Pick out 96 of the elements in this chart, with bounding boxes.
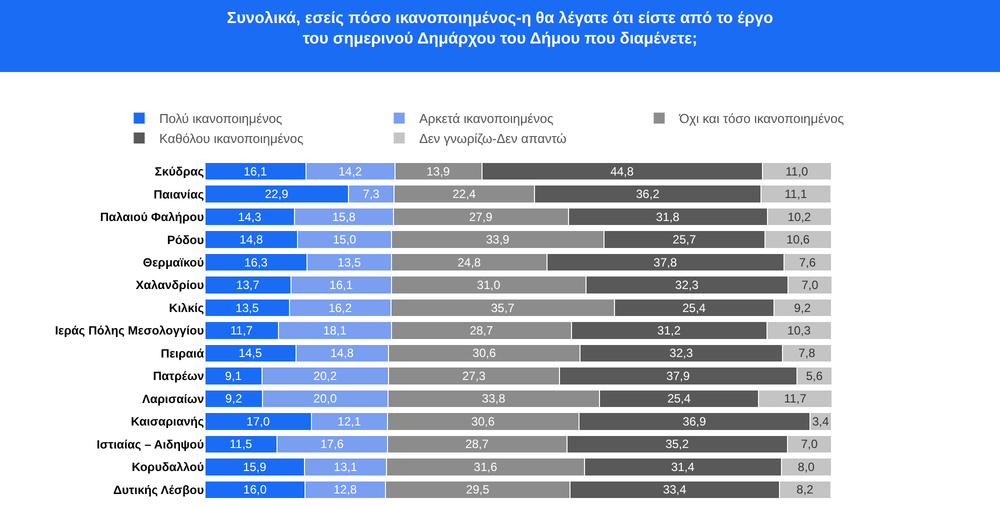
data-label: 9,2 (794, 300, 812, 315)
data-label: 32,3 (670, 346, 694, 360)
data-label: 13,7 (236, 278, 260, 292)
y-tick-label: Λαρισαίων (142, 392, 204, 406)
y-tick-label: Καισαριανής (130, 414, 204, 429)
data-label: 12,1 (338, 414, 362, 428)
data-label: 16,3 (244, 255, 268, 270)
data-label: 10,3 (787, 324, 811, 338)
data-label: 22,9 (264, 187, 289, 202)
data-label: 35,7 (491, 300, 515, 315)
data-label: 9,1 (224, 368, 242, 383)
data-label: 14,8 (330, 346, 354, 360)
data-label: 7,6 (799, 255, 816, 270)
data-label: 7,3 (362, 187, 380, 202)
data-label: 36,2 (636, 187, 660, 202)
data-label: 17,6 (320, 437, 344, 452)
y-tick-label: Κιλκίς (169, 300, 204, 315)
data-label: 11,7 (230, 324, 254, 338)
y-tick-label: Παλαιού Φαλήρου (100, 210, 204, 224)
data-label: 5,6 (806, 368, 823, 383)
data-label: 18,1 (323, 324, 347, 338)
data-label: 14,2 (338, 164, 362, 178)
data-label: 31,6 (474, 460, 498, 474)
data-label: 30,6 (471, 414, 495, 428)
data-label: 16,1 (329, 278, 354, 292)
data-label: 13,1 (334, 460, 358, 474)
data-label: 31,8 (656, 210, 680, 224)
data-label: 33,4 (662, 482, 687, 497)
data-label: 8,2 (796, 482, 814, 497)
data-label: 31,4 (671, 460, 695, 474)
data-label: 16,2 (328, 300, 352, 315)
data-label: 37,8 (654, 255, 678, 270)
data-label: 27,3 (462, 368, 486, 383)
data-label: 8,0 (798, 460, 815, 474)
data-label: 14,5 (238, 346, 262, 360)
chart-title: Συνολικά, εσείς πόσο ικανοποιημένος-η θα λέγατε ότι είστε από το έργο του σημερινού Δημάρχου του Δήμου που διαμένετε; (226, 10, 774, 48)
data-label: 25,4 (667, 392, 692, 406)
data-label: 30,6 (472, 346, 496, 360)
data-label: 28,7 (465, 437, 489, 452)
data-label: 27,9 (469, 210, 493, 224)
data-label: 20,0 (313, 392, 338, 406)
data-label: 15,9 (242, 460, 267, 474)
data-label: 24,8 (457, 255, 482, 270)
data-label: 13,5 (235, 300, 260, 315)
data-label: 16,0 (243, 482, 267, 497)
y-tick-label: Παιανίας (154, 187, 204, 202)
data-label: 22,4 (452, 187, 476, 202)
legend-label: Δεν γνωρίζω-Δεν απαντώ (419, 131, 567, 146)
data-label: 33,8 (482, 392, 506, 406)
data-label: 25,4 (682, 300, 706, 315)
data-label: 32,3 (675, 278, 699, 292)
data-label: 3,4 (812, 414, 830, 428)
data-label: 10,2 (788, 210, 812, 224)
data-label: 31,2 (657, 324, 681, 338)
data-label: 44,8 (610, 164, 634, 178)
data-label: 37,9 (666, 368, 690, 383)
data-label: 11,0 (786, 164, 808, 178)
legend-label: Πολύ ικανοποιημένος (159, 111, 282, 126)
y-tick-label: Ιστιαίας – Αιδηψού (96, 437, 204, 452)
data-label: 7,0 (802, 278, 819, 292)
data-label: 33,9 (486, 232, 510, 247)
y-tick-label: Πειραιά (160, 346, 205, 360)
y-tick-label: Πατρέων (152, 369, 204, 384)
data-label: 14,8 (240, 232, 264, 247)
data-label: 15,8 (332, 210, 356, 224)
data-label: 29,5 (466, 482, 490, 497)
y-tick-label: Χαλανδρίου (136, 278, 204, 292)
data-label: 12,8 (333, 482, 358, 497)
data-label: 31,0 (476, 278, 501, 292)
data-label: 14,3 (238, 210, 262, 224)
data-label: 16,1 (244, 164, 268, 178)
data-label: 28,7 (470, 324, 494, 338)
data-label: 25,7 (672, 232, 696, 247)
legend-label: Όχι και τόσο ικανοποιημένος (678, 111, 844, 126)
data-label: 7,0 (800, 437, 818, 452)
legend-label: Καθόλου ικανοποιημένος (159, 131, 304, 146)
y-tick-label: Σκύδρας (154, 164, 204, 179)
y-tick-label: Ιεράς Πόλης Μεσολογγίου (54, 324, 204, 338)
data-label: 13,9 (426, 164, 450, 178)
data-label: 15,0 (332, 232, 357, 247)
data-label: 10,6 (786, 232, 810, 247)
data-label: 17,0 (246, 414, 270, 428)
y-tick-label: Θερμαϊκού (142, 256, 204, 270)
data-label: 13,5 (338, 255, 362, 270)
y-tick-label: Ρόδου (167, 232, 204, 247)
data-label: 11,1 (784, 187, 808, 202)
data-label: 9,2 (225, 392, 242, 406)
y-tick-label: Κορυδαλλού (132, 460, 204, 474)
data-label: 7,8 (798, 346, 816, 360)
data-label: 20,2 (313, 368, 338, 383)
data-label: 35,2 (665, 437, 690, 452)
data-label: 11,5 (230, 437, 252, 452)
data-label: 36,9 (682, 414, 706, 428)
legend-label: Αρκετά ικανοποιημένος (419, 111, 554, 126)
data-label: 11,7 (784, 392, 807, 406)
y-tick-label: Δυτικής Λέσβου (113, 482, 204, 497)
